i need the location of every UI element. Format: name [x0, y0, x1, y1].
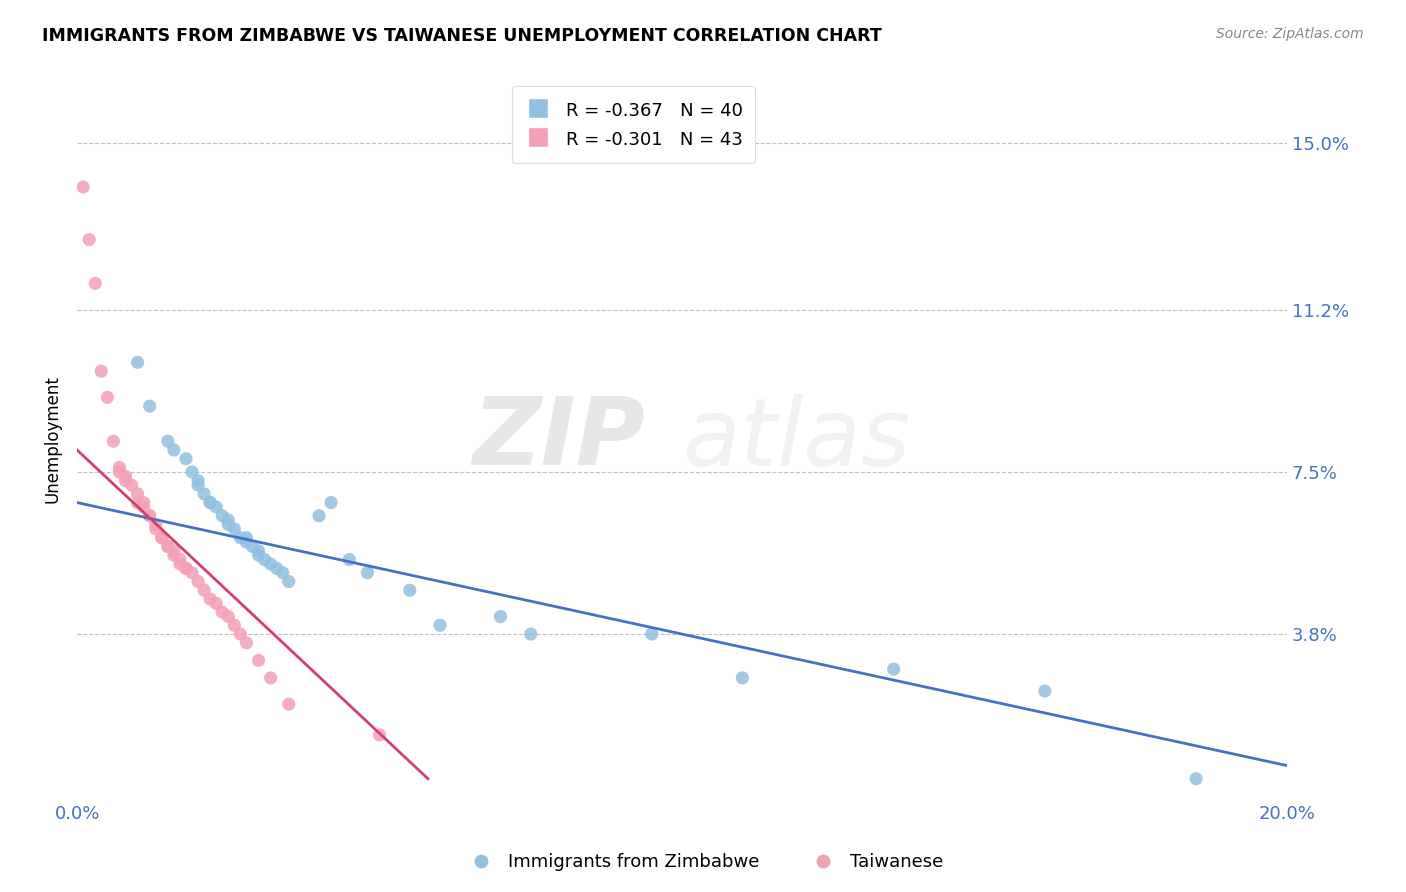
Point [229, 531, 252, 545]
Point [398, 583, 420, 598]
Point [108, 465, 131, 479]
Point [217, 517, 239, 532]
Point [235, 535, 257, 549]
Legend: Immigrants from Zimbabwe, Taiwanese: Immigrants from Zimbabwe, Taiwanese [456, 847, 950, 879]
Point [1033, 684, 1056, 698]
Point [145, 522, 167, 536]
Point [187, 478, 209, 492]
Point [150, 531, 173, 545]
Point [266, 561, 288, 575]
Point [181, 465, 204, 479]
Point [242, 540, 264, 554]
Point [174, 561, 197, 575]
Point [127, 495, 149, 509]
Point [108, 460, 131, 475]
Point [368, 728, 391, 742]
Point [259, 671, 281, 685]
Point [247, 543, 270, 558]
Point [193, 487, 215, 501]
Point [308, 508, 330, 523]
Point [356, 566, 378, 580]
Point [271, 566, 294, 580]
Point [277, 697, 299, 711]
Point [84, 277, 107, 291]
Point [72, 180, 94, 194]
Y-axis label: Unemployment: Unemployment [44, 376, 60, 503]
Point [489, 609, 512, 624]
Point [96, 391, 118, 405]
Point [731, 671, 754, 685]
Point [77, 233, 100, 247]
Point [174, 561, 197, 575]
Point [198, 592, 221, 607]
Point [132, 500, 155, 514]
Point [211, 605, 233, 619]
Point [103, 434, 125, 449]
Point [883, 662, 905, 676]
Point [205, 500, 228, 514]
Point [224, 618, 246, 632]
Point [321, 495, 343, 509]
Point [163, 548, 186, 562]
Legend: R = -0.367   N = 40, R = -0.301   N = 43: R = -0.367 N = 40, R = -0.301 N = 43 [512, 87, 755, 163]
Point [429, 618, 451, 632]
Point [127, 355, 149, 369]
Point [337, 552, 360, 566]
Point [150, 531, 173, 545]
Text: atlas: atlas [682, 393, 910, 484]
Point [198, 495, 221, 509]
Point [1185, 772, 1208, 786]
Point [138, 399, 160, 413]
Point [253, 552, 276, 566]
Point [259, 557, 281, 571]
Point [247, 653, 270, 667]
Point [193, 583, 215, 598]
Point [121, 478, 143, 492]
Point [156, 434, 179, 449]
Point [114, 469, 136, 483]
Point [235, 636, 257, 650]
Point [169, 557, 191, 571]
Point [174, 451, 197, 466]
Point [198, 495, 221, 509]
Point [277, 574, 299, 589]
Point [132, 495, 155, 509]
Point [114, 474, 136, 488]
Point [235, 531, 257, 545]
Point [163, 442, 186, 457]
Point [519, 627, 541, 641]
Point [90, 364, 112, 378]
Point [187, 474, 209, 488]
Point [169, 552, 191, 566]
Point [138, 508, 160, 523]
Point [247, 548, 270, 562]
Point [156, 540, 179, 554]
Point [187, 574, 209, 589]
Point [229, 627, 252, 641]
Text: ZIP: ZIP [472, 393, 645, 485]
Point [181, 566, 204, 580]
Point [224, 522, 246, 536]
Point [641, 627, 664, 641]
Point [163, 543, 186, 558]
Point [145, 517, 167, 532]
Point [205, 596, 228, 610]
Point [217, 609, 239, 624]
Text: IMMIGRANTS FROM ZIMBABWE VS TAIWANESE UNEMPLOYMENT CORRELATION CHART: IMMIGRANTS FROM ZIMBABWE VS TAIWANESE UN… [42, 27, 882, 45]
Point [156, 540, 179, 554]
Point [127, 487, 149, 501]
Point [217, 513, 239, 527]
Point [138, 508, 160, 523]
Text: Source: ZipAtlas.com: Source: ZipAtlas.com [1216, 27, 1364, 41]
Point [211, 508, 233, 523]
